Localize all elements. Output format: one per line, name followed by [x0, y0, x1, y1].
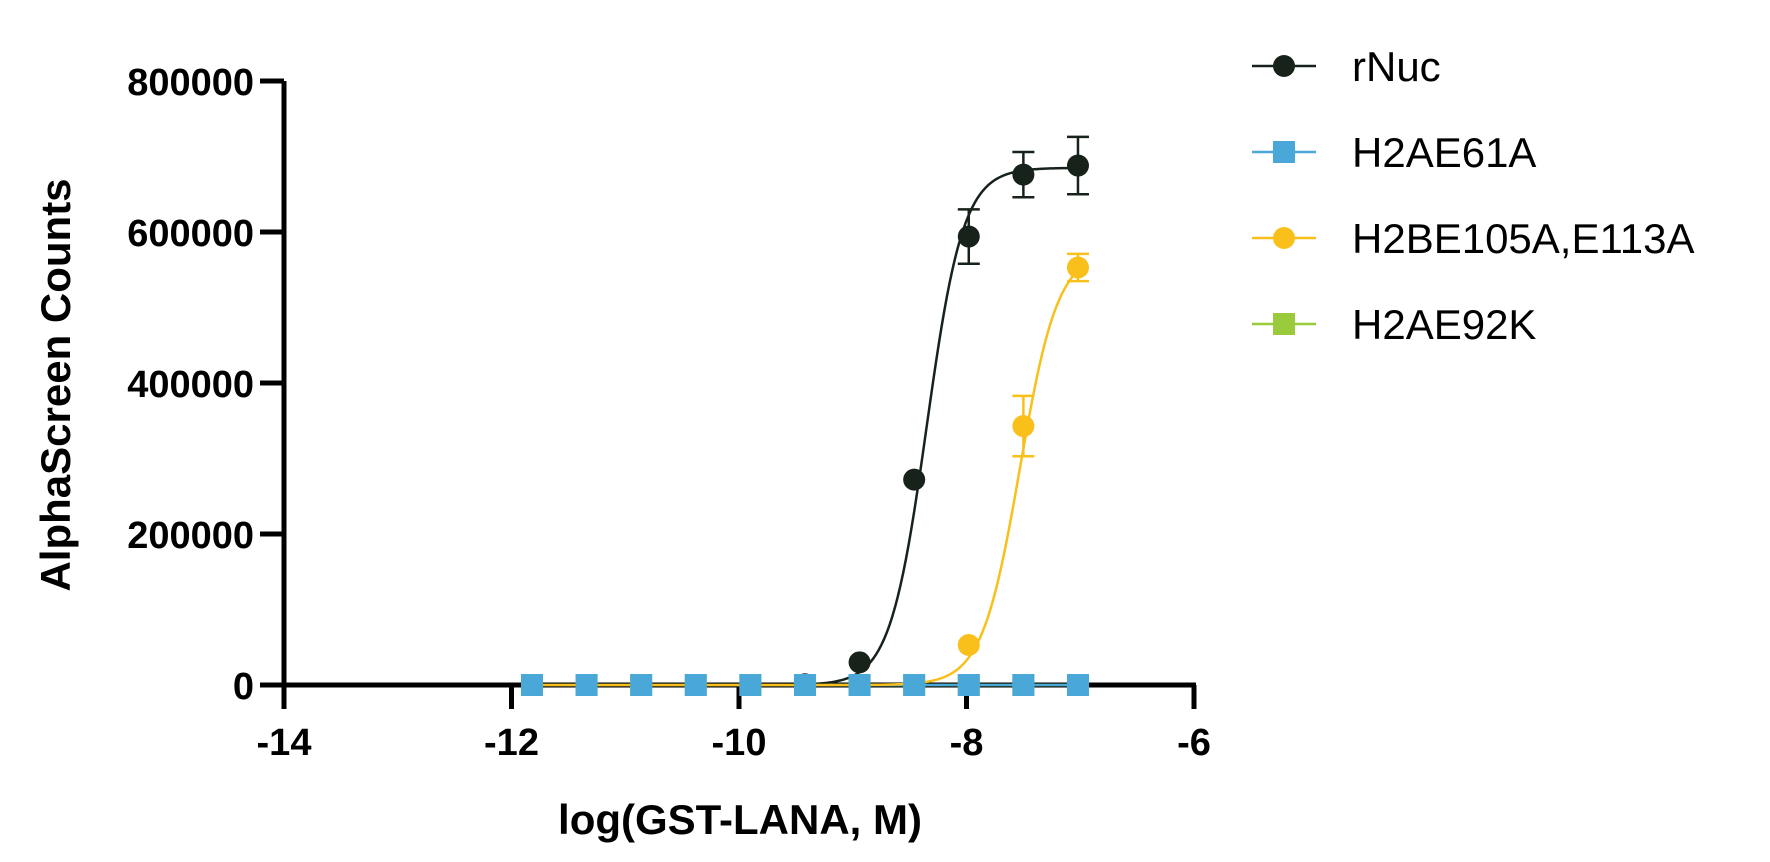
y-tick-label: 0 — [233, 666, 254, 708]
legend-label-h2be105a-e113a: H2BE105A,E113A — [1352, 215, 1694, 262]
data-points — [520, 135, 1089, 696]
point-h2ae61a — [575, 674, 598, 696]
x-tick-label: -6 — [1177, 722, 1211, 764]
legend: rNuc H2AE61A H2BE105A,E113A H2AE92K — [1252, 43, 1694, 348]
y-tick-label: 200000 — [127, 515, 254, 557]
point-h2be105a-e113a — [1012, 415, 1035, 438]
x-tick-label: -12 — [484, 722, 539, 764]
point-h2ae61a — [520, 674, 543, 696]
point-h2be105a-e113a — [1066, 256, 1089, 279]
y-axis-title: AlphaScreen Counts — [32, 178, 79, 591]
legend-label-h2ae61a: H2AE61A — [1352, 129, 1536, 176]
x-tick-label: -8 — [950, 722, 984, 764]
point-h2ae61a — [793, 674, 816, 696]
point-rnuc — [903, 468, 926, 491]
point-rnuc — [848, 651, 871, 674]
legend-label-h2ae92k: H2AE92K — [1352, 301, 1536, 348]
fit-curve-rnuc — [531, 166, 1078, 687]
point-h2ae61a — [739, 674, 762, 696]
y-tick-label: 600000 — [127, 213, 254, 255]
point-rnuc — [957, 225, 980, 248]
point-h2ae61a — [1066, 674, 1089, 696]
legend-marker-h2ae92k — [1273, 313, 1295, 335]
y-tick-label: 800000 — [127, 62, 254, 104]
legend-marker-rnuc — [1273, 55, 1295, 77]
legend-marker-h2be105a-e113a — [1273, 227, 1295, 249]
x-tick-label: -10 — [712, 722, 767, 764]
fit-curve-h2be105a-e113a — [531, 269, 1079, 687]
point-h2ae61a — [957, 674, 980, 696]
point-rnuc — [1066, 154, 1089, 177]
x-axis-title: log(GST-LANA, M) — [558, 796, 922, 843]
point-h2ae61a — [848, 674, 871, 696]
legend-marker-h2ae61a — [1273, 141, 1295, 163]
axes: 0 200000 400000 600000 800000 -14 -12 -10 -8 -6 — [127, 62, 1211, 764]
legend-label-rnuc: rNuc — [1352, 43, 1441, 90]
point-h2be105a-e113a — [957, 633, 980, 656]
y-tick-label: 400000 — [127, 364, 254, 406]
fit-curves — [531, 166, 1079, 687]
point-h2ae61a — [630, 674, 653, 696]
point-h2ae61a — [684, 674, 707, 696]
point-rnuc — [1012, 163, 1035, 186]
x-tick-label: -14 — [257, 722, 312, 764]
point-h2ae61a — [1012, 674, 1035, 696]
point-h2ae61a — [903, 674, 926, 696]
